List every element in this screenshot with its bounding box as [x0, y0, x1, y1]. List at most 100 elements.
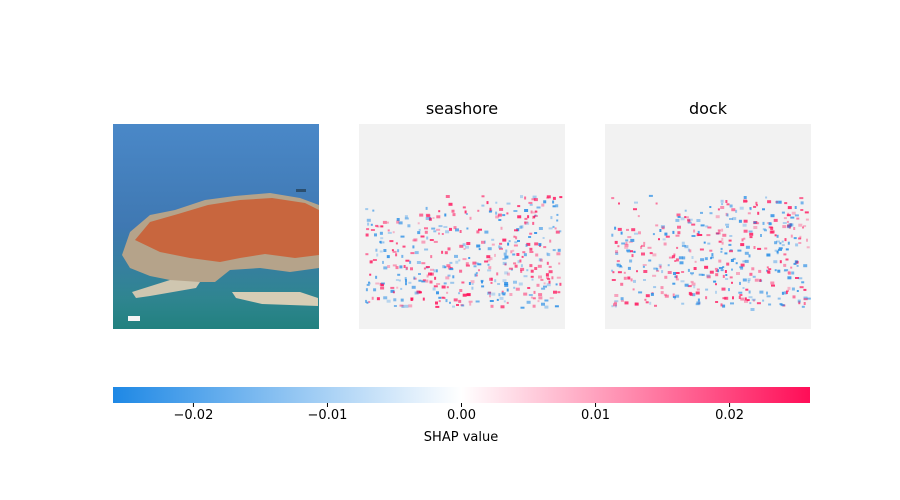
- shap-pixel: [370, 260, 373, 263]
- shap-pixel: [530, 210, 533, 214]
- shap-pixel: [647, 246, 652, 249]
- shap-pixel: [425, 266, 430, 268]
- shap-pixel: [526, 242, 531, 246]
- shap-pixel: [774, 269, 777, 272]
- shap-pixel: [552, 249, 556, 252]
- shap-pixel: [770, 281, 775, 285]
- shap-pixel: [488, 291, 492, 294]
- shap-pixel: [709, 212, 713, 215]
- shap-pixel: [745, 245, 750, 249]
- shap-pixel: [706, 274, 711, 278]
- shap-pixels-dock: [611, 194, 811, 311]
- shap-pixel: [729, 204, 733, 208]
- shap-pixel: [735, 209, 738, 213]
- shap-pixel: [707, 226, 712, 229]
- shap-pixel: [445, 230, 450, 234]
- shap-pixel: [458, 299, 462, 303]
- shap-pixel: [797, 299, 801, 303]
- shap-pixel: [551, 276, 554, 280]
- shap-pixel: [538, 243, 542, 246]
- shap-pixel: [459, 244, 464, 248]
- shap-pixel: [506, 212, 509, 215]
- shap-pixel: [685, 216, 689, 219]
- shap-pixel: [653, 286, 657, 289]
- shap-pixel: [680, 280, 685, 283]
- shap-pixel: [428, 272, 432, 276]
- shap-pixel: [426, 274, 429, 278]
- shap-pixel: [743, 196, 747, 199]
- shap-pixel: [475, 272, 478, 275]
- shap-pixel: [383, 249, 387, 252]
- shap-pixel: [732, 217, 737, 221]
- shap-pixel: [611, 269, 614, 272]
- shap-pixel: [462, 258, 467, 261]
- shap-pixel: [486, 255, 491, 259]
- shap-pixel: [687, 285, 692, 288]
- shap-pixel: [681, 302, 685, 305]
- shap-pixel: [755, 201, 758, 205]
- colorbar-tick-label: 0.01: [581, 408, 610, 423]
- shap-pixel: [523, 253, 527, 257]
- shap-pixel: [538, 275, 542, 279]
- shap-pixel: [800, 209, 804, 211]
- shap-pixel: [660, 286, 664, 290]
- shap-pixel: [436, 283, 441, 285]
- shap-pixel: [513, 262, 517, 265]
- shap-pixel: [729, 250, 733, 253]
- shap-pixel: [540, 258, 543, 262]
- shap-pixel: [528, 236, 532, 238]
- colorbar-tick-label: 0.00: [447, 408, 476, 423]
- shap-pixel: [664, 294, 669, 298]
- shap-pixel: [516, 253, 520, 256]
- shap-pixel: [632, 250, 636, 253]
- shap-pixel: [500, 305, 505, 309]
- shap-pixel: [747, 278, 751, 282]
- shap-pixel: [749, 302, 752, 305]
- shap-pixel: [461, 281, 465, 284]
- shap-pixel: [746, 299, 750, 302]
- shap-pixel: [476, 230, 480, 234]
- shap-pixel: [803, 296, 808, 300]
- shap-pixel: [615, 252, 619, 255]
- shap-pixel: [422, 279, 426, 282]
- shap-pixel: [781, 291, 784, 295]
- shap-pixel: [520, 306, 525, 309]
- shap-pixel: [424, 227, 428, 230]
- shap-pixel: [555, 283, 558, 286]
- shap-pixel: [704, 265, 709, 269]
- shap-pixel: [456, 304, 459, 306]
- shap-pixel: [519, 259, 522, 263]
- shap-pixel: [710, 256, 714, 259]
- shap-pixel: [532, 211, 536, 214]
- shap-pixel: [491, 238, 495, 241]
- shap-pixel: [497, 283, 501, 285]
- shap-pixel: [541, 287, 546, 290]
- shap-pixel: [798, 242, 802, 244]
- shap-pixel: [379, 240, 382, 243]
- shap-pixel: [730, 259, 734, 262]
- shap-pixel: [481, 240, 485, 244]
- shap-pixel: [546, 261, 549, 265]
- shap-pixel: [696, 219, 701, 222]
- shap-pixel: [648, 194, 653, 197]
- shap-pixel: [798, 301, 801, 305]
- shap-pixel: [687, 219, 691, 223]
- shap-pixel: [695, 303, 700, 306]
- shap-pixel: [662, 238, 666, 241]
- shap-pixel: [776, 240, 780, 243]
- shap-pixel: [611, 279, 616, 281]
- shap-pixel: [490, 281, 493, 284]
- shap-pixel: [533, 198, 538, 202]
- shap-pixel: [400, 298, 404, 302]
- shap-pixel: [526, 300, 531, 304]
- shap-pixel: [740, 297, 745, 301]
- shap-pixel: [469, 302, 472, 306]
- shap-pixel: [659, 265, 662, 269]
- shap-pixel: [543, 246, 547, 249]
- shap-pixel: [721, 203, 724, 206]
- shap-pixel: [506, 272, 510, 276]
- shap-pixel: [390, 286, 395, 289]
- shap-pixel: [538, 296, 543, 300]
- shap-pixel: [466, 242, 471, 245]
- shap-pixel: [795, 243, 799, 247]
